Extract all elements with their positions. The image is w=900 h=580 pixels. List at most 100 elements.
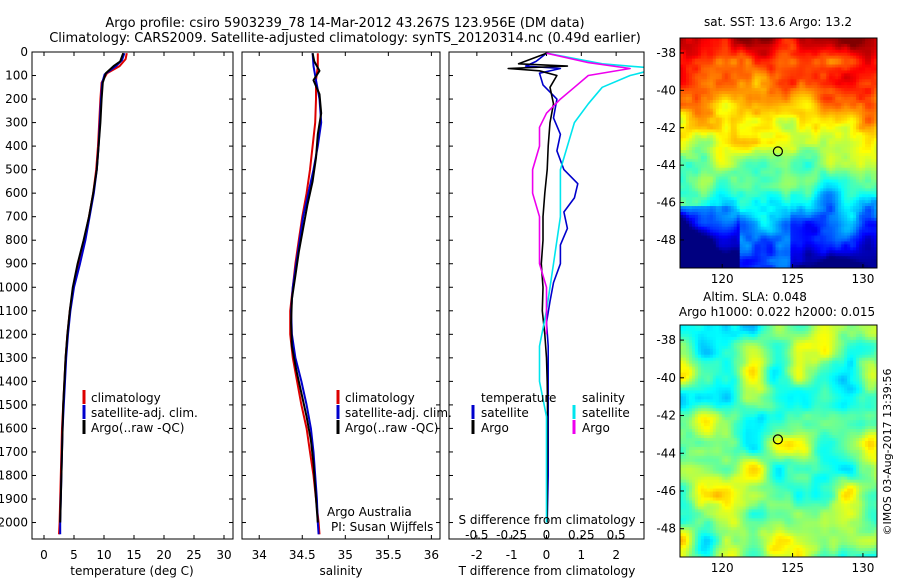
heatmap-cell: [715, 111, 720, 116]
heatmap-cell: [760, 88, 765, 92]
heatmap-cell: [763, 108, 768, 113]
heatmap-cell: [751, 76, 756, 80]
heatmap-cell: [685, 67, 690, 72]
heatmap-cell: [802, 117, 806, 122]
heatmap-cell: [871, 153, 875, 157]
heatmap-cell: [826, 94, 830, 98]
heatmap-cell: [721, 147, 726, 151]
heatmap-cell: [808, 135, 812, 139]
heatmap-cell: [703, 111, 708, 116]
heatmap-cell: [874, 147, 877, 151]
heatmap-cell: [874, 114, 877, 119]
heatmap-cell: [835, 176, 839, 181]
heatmap-cell: [859, 49, 863, 54]
heatmap-cell: [817, 138, 821, 142]
heatmap-cell: [742, 164, 747, 169]
heatmap-cell: [790, 126, 795, 131]
heatmap-cell: [874, 94, 877, 98]
heatmap-cell: [751, 200, 756, 204]
heatmap-cell: [787, 217, 792, 222]
heatmap-cell: [694, 194, 699, 198]
heatmap-cell: [775, 238, 780, 243]
heatmap-cell: [739, 209, 744, 213]
heatmap-cell: [838, 91, 842, 95]
heatmap-cell: [772, 64, 777, 69]
heatmap-cell: [793, 52, 797, 57]
heatmap-cell: [874, 102, 877, 107]
heatmap-cell: [709, 94, 714, 98]
heatmap-cell: [691, 217, 696, 222]
heatmap-cell: [754, 176, 759, 181]
heatmap-cell: [817, 176, 821, 181]
heatmap-cell: [748, 126, 753, 131]
heatmap-cell: [823, 102, 827, 107]
heatmap-cell: [802, 214, 806, 219]
heatmap-cell: [772, 94, 777, 98]
heatmap-cell: [799, 158, 803, 163]
heatmap-cell: [841, 105, 845, 110]
heatmap-cell: [799, 167, 803, 172]
heatmap-cell: [874, 43, 877, 48]
heatmap-cell: [781, 40, 786, 45]
heatmap-cell: [874, 117, 877, 122]
heatmap-cell: [757, 211, 762, 216]
heatmap-cell: [778, 173, 783, 178]
heatmap-cell: [769, 126, 774, 131]
heatmap-cell: [706, 132, 711, 136]
heatmap-cell: [814, 185, 818, 189]
heatmap-cell: [799, 173, 803, 178]
heatmap-cell: [775, 179, 780, 184]
heatmap-cell: [808, 55, 812, 60]
heatmap-cell: [727, 147, 732, 151]
x-tick-label: 35.5: [375, 548, 402, 562]
heatmap-cell: [832, 188, 836, 192]
heatmap-cell: [853, 99, 857, 104]
heatmap-cell: [799, 88, 803, 92]
heatmap-cell: [847, 82, 851, 86]
heatmap-cell: [748, 173, 753, 178]
heatmap-cell: [841, 203, 845, 207]
heatmap-cell: [850, 67, 854, 72]
heatmap-cell: [823, 153, 827, 157]
heatmap-cell: [760, 70, 765, 74]
heatmap-cell: [874, 132, 877, 136]
heatmap-cell: [817, 76, 821, 80]
heatmap-cell: [691, 197, 696, 201]
heatmap-cell: [766, 200, 771, 204]
heatmap-cell: [697, 91, 702, 95]
heatmap-cell: [742, 191, 747, 195]
heatmap-cell: [856, 73, 860, 77]
heatmap-cell: [718, 94, 723, 98]
heatmap-cell: [829, 58, 833, 63]
heatmap-cell: [688, 85, 693, 89]
heatmap-cell: [844, 40, 848, 45]
heatmap-cell: [694, 147, 699, 151]
heatmap-cell: [691, 135, 696, 139]
heatmap-cell: [745, 241, 750, 246]
heatmap-cell: [736, 64, 741, 69]
heatmap-cell: [829, 126, 833, 131]
heatmap-cell: [844, 91, 848, 95]
heatmap-cell: [727, 46, 732, 51]
heatmap-cell: [697, 129, 702, 133]
heatmap-cell: [724, 244, 729, 248]
heatmap-cell: [745, 132, 750, 136]
heatmap-cell: [871, 111, 875, 116]
heatmap-cell: [727, 173, 732, 178]
heatmap-cell: [712, 73, 717, 77]
heatmap-cell: [853, 206, 857, 210]
heatmap-cell: [751, 153, 756, 157]
heatmap-cell: [757, 161, 762, 166]
heatmap-cell: [823, 117, 827, 122]
heatmap-cell: [742, 182, 747, 187]
heatmap-cell: [685, 244, 690, 248]
heatmap-cell: [730, 135, 735, 139]
heatmap-cell: [757, 64, 762, 69]
heatmap-cell: [799, 55, 803, 60]
heatmap-cell: [835, 94, 839, 98]
heatmap-cell: [844, 144, 848, 148]
heatmap-cell: [691, 105, 696, 110]
heatmap-cell: [859, 229, 863, 234]
heatmap-cell: [856, 43, 860, 48]
heatmap-cell: [721, 102, 726, 107]
